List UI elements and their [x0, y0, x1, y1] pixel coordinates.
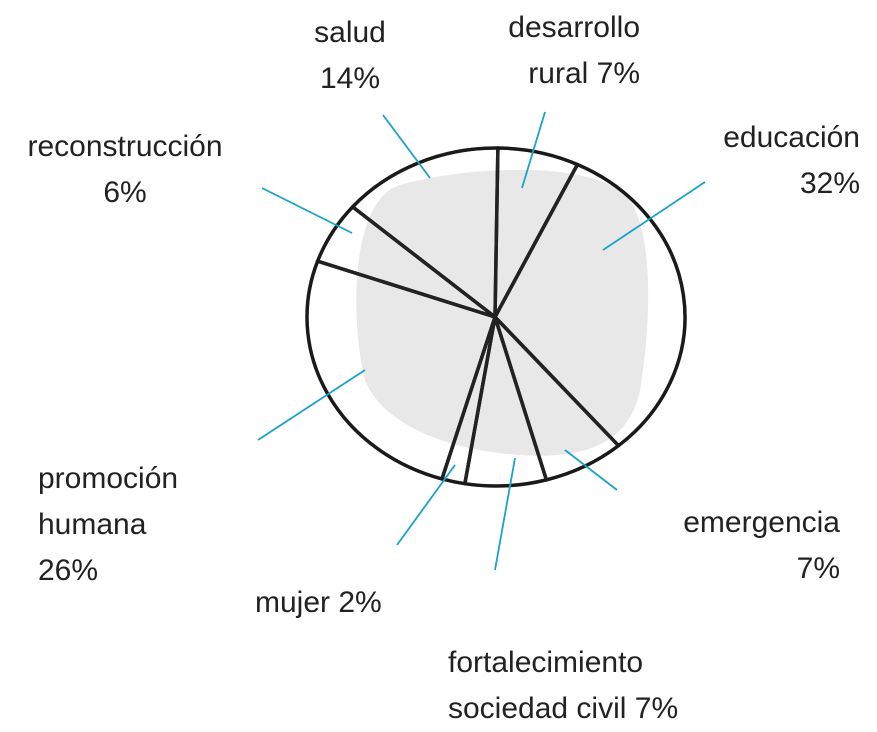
leader-line	[261, 187, 353, 234]
slice-label: salud 14%	[305, 10, 395, 102]
category-name: educación	[723, 121, 860, 154]
slice-label: reconstrucción 6%	[5, 124, 245, 216]
slice-label: fortalecimiento sociedad civil 7%	[448, 640, 713, 732]
value-label: 26%	[38, 554, 99, 587]
slice-label: mujer 2%	[255, 580, 455, 626]
category-name: reconstrucción	[27, 130, 223, 163]
slice-label: promoción humana 26%	[38, 456, 188, 594]
category-name: fortalecimiento sociedad civil	[448, 646, 644, 725]
leader-line	[564, 449, 618, 491]
category-name: mujer	[255, 586, 331, 619]
category-name: emergencia	[683, 506, 840, 539]
value-label: 7%	[596, 57, 640, 90]
leader-line	[521, 111, 546, 189]
value-label: 7%	[634, 692, 679, 725]
value-label: 14%	[319, 62, 381, 95]
leader-line	[494, 457, 516, 571]
background-blob	[356, 169, 649, 456]
slice-label: educación 32%	[690, 115, 860, 207]
slice-label: desarrollo rural 7%	[480, 5, 640, 97]
pie-outline	[305, 146, 687, 488]
leader-line	[602, 181, 706, 251]
slice-label: emergencia 7%	[670, 500, 840, 592]
leader-line	[382, 114, 431, 179]
category-name: salud	[314, 16, 386, 49]
value-label: 32%	[799, 167, 860, 200]
value-label: 2%	[338, 586, 382, 619]
value-label: 7%	[796, 552, 840, 585]
leader-line	[396, 464, 456, 546]
category-name: promoción humana	[38, 462, 179, 541]
category-name: desarrollo rural	[508, 11, 640, 90]
value-label: 6%	[103, 176, 147, 209]
leader-line	[257, 369, 366, 441]
